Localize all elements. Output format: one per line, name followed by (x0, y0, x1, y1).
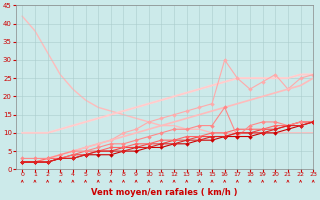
X-axis label: Vent moyen/en rafales ( km/h ): Vent moyen/en rafales ( km/h ) (91, 188, 238, 197)
